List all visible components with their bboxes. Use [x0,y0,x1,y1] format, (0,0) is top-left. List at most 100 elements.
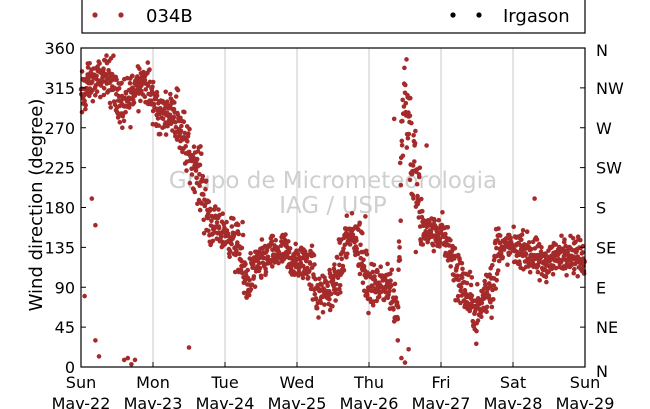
data-point [569,262,575,268]
y-tick-label: 90 [55,278,75,297]
data-point [105,76,111,81]
data-point [405,135,411,141]
data-point [475,281,480,287]
data-point [307,268,312,274]
legend-box [81,0,586,34]
data-point [539,245,544,250]
data-point [370,284,375,289]
data-point [397,160,403,166]
data-point [163,132,169,137]
data-point [378,264,384,270]
data-point [182,109,187,115]
data-point [404,57,409,62]
data-point [448,238,453,243]
data-point [496,258,502,264]
data-point [396,267,401,273]
data-point-outlier [395,338,401,343]
data-point [495,268,501,273]
data-point [214,220,220,225]
data-point [335,275,341,281]
data-point [143,87,149,92]
data-point [299,255,305,261]
y-tick-label: 225 [44,159,75,178]
y-tick-label-right: E [596,278,606,297]
y-tick-label-right: SE [596,238,616,257]
data-point [448,264,454,269]
data-point [458,288,464,294]
data-point [293,241,299,247]
data-point [206,228,211,234]
data-point [332,262,337,267]
data-point [145,83,151,88]
data-point [409,120,414,126]
y-tick-label-right: NE [596,318,618,337]
data-point [550,271,556,277]
data-point [85,65,91,70]
data-point [116,86,122,91]
data-point [361,257,366,263]
data-point-outlier [96,354,102,359]
data-point [445,225,451,230]
data-point [168,91,173,97]
data-point [273,237,279,243]
data-point [372,274,377,279]
data-point [263,269,269,275]
data-point [559,233,564,239]
data-point [333,298,338,303]
data-point [534,237,540,242]
data-point [191,144,197,149]
y-tick-label-right: N [596,362,608,381]
data-point [203,178,209,184]
data-point [325,283,331,289]
data-point [101,66,106,71]
data-points [78,53,587,367]
data-point [164,99,170,104]
data-point [490,263,495,268]
data-point [414,181,420,187]
data-point [184,168,189,173]
data-point [436,217,442,223]
data-point [452,246,458,251]
data-point [319,282,324,288]
legend-marker-irgason-a [450,12,456,18]
data-point [206,199,212,204]
data-point [407,177,413,183]
data-point [320,309,326,315]
data-point [468,282,474,288]
data-point [307,261,313,266]
data-point [371,262,377,268]
data-point [192,189,198,195]
data-point [90,98,96,104]
data-point [202,203,208,209]
data-point [408,95,413,101]
data-point [94,89,100,94]
data-point [229,241,234,247]
x-tick-label-date: Mav-24 [196,394,255,409]
data-point [227,248,233,254]
data-point [389,267,395,273]
data-point [286,250,292,255]
data-point [311,253,317,258]
legend-label-034b: 034B [146,6,193,27]
data-point [388,271,393,277]
data-point [544,279,549,285]
data-point [527,269,533,275]
data-point [496,226,501,231]
data-point [131,100,137,105]
data-point [376,294,382,299]
legend-marker-034b-b [118,12,124,18]
data-point [84,85,89,91]
legend-marker-irgason-b [476,12,482,18]
data-point [83,106,88,112]
data-point [160,116,166,122]
data-point [97,61,102,66]
data-point [313,296,319,301]
data-point [519,232,525,237]
watermark-line2: IAG / USP [279,193,387,219]
data-point [171,114,177,120]
data-point [391,307,396,312]
data-point [370,302,376,308]
data-point [385,261,390,267]
data-point [252,284,258,290]
data-point [543,274,549,280]
